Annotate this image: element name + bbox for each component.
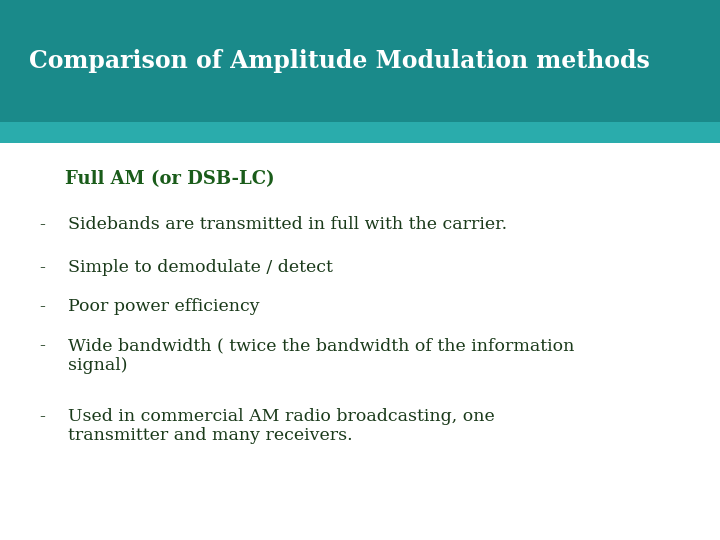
Text: Comparison of Amplitude Modulation methods: Comparison of Amplitude Modulation metho… [29,49,649,73]
FancyBboxPatch shape [0,0,720,122]
Text: Sidebands are transmitted in full with the carrier.: Sidebands are transmitted in full with t… [68,216,508,233]
Text: Used in commercial AM radio broadcasting, one
transmitter and many receivers.: Used in commercial AM radio broadcasting… [68,408,495,444]
FancyBboxPatch shape [0,122,720,143]
Text: Poor power efficiency: Poor power efficiency [68,298,260,315]
Text: Simple to demodulate / detect: Simple to demodulate / detect [68,259,333,276]
Text: -: - [40,408,45,424]
Text: Full AM (or DSB-LC): Full AM (or DSB-LC) [65,170,274,188]
Text: -: - [40,338,45,354]
Text: -: - [40,298,45,315]
Text: Wide bandwidth ( twice the bandwidth of the information
signal): Wide bandwidth ( twice the bandwidth of … [68,338,575,374]
Text: -: - [40,259,45,276]
Text: -: - [40,216,45,233]
